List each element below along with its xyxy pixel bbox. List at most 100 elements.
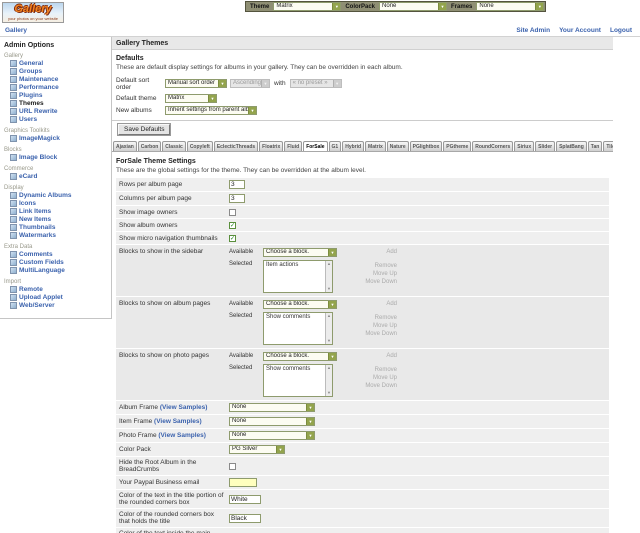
sidebar-item-performance[interactable]: Performance (4, 84, 109, 92)
sidebar-item-watermarks[interactable]: Watermarks (4, 232, 109, 240)
tab-copyleft[interactable]: Copyleft (186, 141, 213, 151)
sidebar-move-up-link[interactable]: Move Up (372, 271, 397, 277)
save-defaults-button[interactable]: Save Defaults (116, 123, 172, 136)
sidebar-choose-block-select[interactable]: Choose a block. ▼ (263, 248, 337, 257)
title-box-color-input[interactable] (229, 513, 261, 523)
sidebar-add-block-link[interactable]: Add (386, 249, 397, 255)
tab-g1[interactable]: G1 (328, 141, 342, 151)
themes-icon (10, 100, 17, 107)
sidebar-item-dynamic-albums[interactable]: Dynamic Albums (4, 192, 109, 200)
scrollbar[interactable]: ▲ ▼ (325, 261, 332, 292)
cols-per-page-input[interactable] (229, 194, 245, 203)
site-admin-link[interactable]: Site Admin (516, 27, 551, 34)
sidebar-item-url-rewrite[interactable]: URL Rewrite (4, 108, 109, 116)
tab-roundcorners[interactable]: RoundCorners (472, 141, 514, 151)
tab-tile[interactable]: Tile (603, 141, 613, 151)
sidebar-item-link-items[interactable]: Link Items (4, 208, 109, 216)
sidebar-item-ecard[interactable]: eCard (4, 173, 109, 181)
item-frame-view-samples-link[interactable]: (View Samples) (154, 418, 202, 425)
tab-forsale[interactable]: ForSale (303, 141, 328, 151)
tab-floatrix[interactable]: Floatrix (259, 141, 284, 151)
photo-remove-block-link[interactable]: Remove (374, 367, 397, 373)
color-pack-select[interactable]: PG Silver ▼ (229, 445, 285, 454)
theme-select[interactable]: Matrix ▼ (273, 2, 342, 11)
sidebar-item-plugins[interactable]: Plugins (4, 92, 109, 100)
colorpack-select[interactable]: None ▼ (379, 2, 448, 11)
sidebar-item-upload-applet[interactable]: Upload Applet (4, 294, 109, 302)
default-sort-order-select[interactable]: Manual sort order ▼ (165, 79, 227, 88)
tab-splatbang[interactable]: SplatBang (556, 141, 587, 151)
tab-siriux[interactable]: Siriux (514, 141, 535, 151)
title-text-color-input[interactable] (229, 494, 261, 504)
album-choose-block-select[interactable]: Choose a block. ▼ (263, 300, 337, 309)
sidebar-remove-block-link[interactable]: Remove (374, 263, 397, 269)
album-remove-block-link[interactable]: Remove (374, 315, 397, 321)
tab-fluid[interactable]: Fluid (284, 141, 303, 151)
tab-classic[interactable]: Classic (162, 141, 186, 151)
album-selected-blocks-list[interactable]: Show comments ▲ ▼ (263, 312, 333, 345)
setting-row-rows-per-page: Rows per album page (116, 178, 609, 191)
tab-ajaxian[interactable]: Ajaxian (113, 141, 137, 151)
photo-choose-block-select[interactable]: Choose a block. ▼ (263, 352, 337, 361)
sidebar-item-web-server[interactable]: Web/Server (4, 302, 109, 310)
album-frame-select[interactable]: None ▼ (229, 403, 315, 412)
tab-carbon[interactable]: Carbon (137, 141, 162, 151)
list-item[interactable]: Show comments (266, 366, 311, 372)
sidebar-item-maintenance[interactable]: Maintenance (4, 76, 109, 84)
rows-per-page-input[interactable] (229, 180, 245, 189)
tab-tan[interactable]: Tan (587, 141, 603, 151)
paypal-email-input[interactable] (229, 478, 257, 487)
tab-matrix[interactable]: Matrix (365, 141, 386, 151)
scrollbar[interactable]: ▲ ▼ (325, 365, 332, 396)
sidebar-move-down-link[interactable]: Move Down (365, 279, 397, 285)
hide-root-checkbox[interactable] (229, 462, 236, 470)
sidebar-item-groups[interactable]: Groups (4, 68, 109, 76)
tab-eclecticthreads[interactable]: EclecticThreads (213, 141, 259, 151)
tab-nature[interactable]: Nature (386, 141, 409, 151)
sidebar-item-themes[interactable]: Themes (4, 100, 109, 108)
item-frame-select[interactable]: None ▼ (229, 417, 315, 426)
frames-select[interactable]: None ▼ (476, 2, 545, 11)
scrollbar[interactable]: ▲ ▼ (325, 313, 332, 344)
gallery-logo[interactable]: Gallery your photos on your website (2, 2, 64, 23)
sidebar-item-label: MultiLanguage (19, 267, 65, 274)
show-image-owners-checkbox[interactable] (229, 208, 236, 216)
sidebar-item-custom-fields[interactable]: Custom Fields (4, 259, 109, 267)
tab-pglightbox[interactable]: PGlightbox (409, 141, 443, 151)
logout-link[interactable]: Logout (609, 27, 632, 34)
sidebar-item-image-block[interactable]: Image Block (4, 154, 109, 162)
tab-slider[interactable]: Slider (535, 141, 556, 151)
photo-frame-select[interactable]: None ▼ (229, 431, 315, 440)
photo-selected-blocks-list[interactable]: Show comments ▲ ▼ (263, 364, 333, 397)
album-frame-view-samples-link[interactable]: (View Samples) (159, 404, 208, 411)
album-add-block-link[interactable]: Add (386, 301, 397, 307)
sidebar-item-general[interactable]: General (4, 60, 109, 68)
sidebar-item-remote[interactable]: Remote (4, 286, 109, 294)
list-item[interactable]: Show comments (266, 314, 311, 320)
photo-move-down-link[interactable]: Move Down (365, 383, 397, 389)
breadcrumb-gallery-link[interactable]: Gallery (5, 27, 28, 34)
album-move-up-link[interactable]: Move Up (372, 323, 397, 329)
photo-add-block-link[interactable]: Add (386, 353, 397, 359)
sidebar-item-icons[interactable]: Icons (4, 200, 109, 208)
tab-pgtheme[interactable]: PGtheme (443, 141, 472, 151)
sidebar-item-thumbnails[interactable]: Thumbnails (4, 224, 109, 232)
new-albums-select[interactable]: Inherit settings from parent album ▼ (165, 105, 257, 115)
default-theme-select[interactable]: Matrix ▼ (165, 93, 217, 103)
list-item[interactable]: Item actions (266, 262, 299, 268)
scroll-down-icon: ▼ (327, 390, 331, 395)
photo-move-up-link[interactable]: Move Up (372, 375, 397, 381)
sidebar-item-users[interactable]: Users (4, 116, 109, 124)
show-micro-nav-checkbox[interactable]: ✓ (229, 234, 236, 242)
sidebar-item-imagemagick[interactable]: ImageMagick (4, 135, 109, 143)
sidebar-item-multilanguage[interactable]: MultiLanguage (4, 267, 109, 275)
tab-hybrid[interactable]: Hybrid (342, 141, 365, 151)
sidebar-selected-blocks-list[interactable]: Item actions ▲ ▼ (263, 260, 333, 293)
sidebar-item-new-items[interactable]: New Items (4, 216, 109, 224)
show-album-owners-checkbox[interactable]: ✓ (229, 221, 236, 229)
photo-frame-view-samples-link[interactable]: (View Samples) (158, 432, 206, 439)
sidebar-item-comments[interactable]: Comments (4, 251, 109, 259)
album-move-down-link[interactable]: Move Down (365, 331, 397, 337)
your-account-link[interactable]: Your Account (559, 27, 601, 34)
sidebar-group-heading: Extra Data (4, 244, 33, 250)
